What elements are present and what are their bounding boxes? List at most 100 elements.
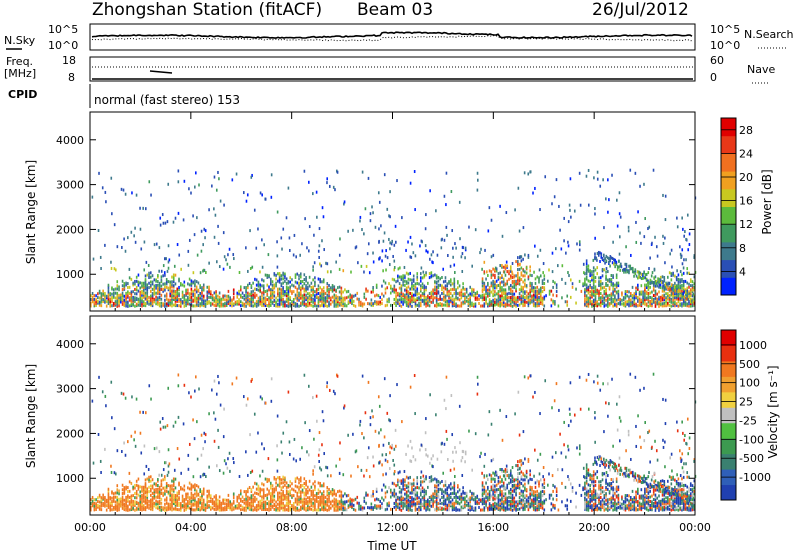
power-cell <box>178 299 180 303</box>
velocity-cell <box>100 502 103 506</box>
velocity-cell <box>125 485 127 489</box>
velocity-cell <box>338 501 341 505</box>
power-cell <box>571 282 574 286</box>
power-cell <box>644 298 646 302</box>
power-cell <box>616 224 619 228</box>
velocity-cell <box>213 507 216 511</box>
power-cell <box>319 299 321 303</box>
power-cell <box>319 295 321 299</box>
power-cell <box>222 231 225 235</box>
velocity-cell <box>194 483 196 487</box>
power-cell <box>515 274 517 278</box>
power-cell <box>412 278 415 282</box>
power-cell <box>449 283 452 287</box>
power-cell <box>171 301 173 305</box>
velocity-cell <box>375 506 378 510</box>
power-cell <box>157 302 159 306</box>
power-cell <box>314 298 316 302</box>
power-cell <box>269 293 272 297</box>
velocity-cell <box>142 499 145 503</box>
velocity-cell <box>109 506 112 510</box>
power-cell <box>519 262 521 266</box>
power-cell <box>231 298 233 302</box>
power-cell <box>555 294 558 298</box>
power-cell <box>664 194 667 198</box>
velocity-cell <box>123 488 126 492</box>
power-cell <box>529 298 531 302</box>
power-cell <box>142 285 145 289</box>
velocity-cell <box>435 498 438 502</box>
power-cell <box>599 279 602 283</box>
power-cell <box>287 280 290 284</box>
velocity-cell <box>326 508 329 512</box>
power-cell <box>585 275 588 279</box>
power-cell <box>425 297 427 301</box>
power-cell <box>644 273 647 277</box>
power-cell <box>637 287 639 291</box>
velocity-cell <box>303 507 306 511</box>
power-cell <box>598 295 600 299</box>
power-cell <box>564 281 567 285</box>
velocity-cell <box>337 506 339 510</box>
power-cell <box>188 302 191 306</box>
velocity-cell <box>446 494 449 498</box>
power-cell <box>370 290 373 294</box>
velocity-cell <box>451 508 454 512</box>
power-cell <box>243 304 246 308</box>
power-cell <box>663 304 666 308</box>
power-cell <box>504 302 507 306</box>
power-cell <box>206 285 209 289</box>
power-cell <box>567 220 570 224</box>
power-cell <box>664 283 667 287</box>
power-cell <box>609 264 611 268</box>
power-cell <box>488 288 491 292</box>
velocity-cell <box>307 506 309 510</box>
power-cell <box>552 293 554 297</box>
power-cell <box>645 272 648 276</box>
power-cell <box>618 265 620 269</box>
power-cell <box>626 300 629 304</box>
power-cell <box>495 279 498 283</box>
power-cell <box>287 294 290 298</box>
power-cell <box>132 295 134 299</box>
power-cell <box>447 254 449 258</box>
velocity-cell <box>434 477 436 481</box>
power-cell <box>584 282 586 286</box>
velocity-cell <box>411 502 413 506</box>
power-cell <box>174 216 177 220</box>
velocity-cell <box>386 490 389 494</box>
power-cell <box>271 289 274 293</box>
power-cell <box>213 291 216 295</box>
velocity-cell <box>434 500 436 504</box>
velocity-cell <box>165 498 168 502</box>
velocity-cell <box>432 496 434 500</box>
power-cell <box>416 287 419 291</box>
power-cell <box>445 225 448 229</box>
colorbar-band <box>721 241 736 261</box>
power-cell <box>618 259 620 263</box>
power-cell <box>649 304 651 308</box>
power-cell <box>458 284 461 288</box>
power-cell <box>615 260 618 264</box>
power-cell <box>261 294 263 298</box>
power-cell <box>688 302 690 306</box>
velocity-cell <box>322 493 325 497</box>
power-cell <box>435 302 438 306</box>
power-cell <box>369 219 372 223</box>
power-cell <box>407 281 410 285</box>
velocity-cell <box>294 506 297 510</box>
power-cell <box>592 280 595 284</box>
power-cell <box>344 288 346 292</box>
power-cell <box>92 257 95 261</box>
velocity-cell <box>271 498 274 502</box>
power-cell <box>257 303 260 307</box>
power-cell <box>414 289 417 293</box>
power-cell <box>674 285 677 289</box>
velocity-cell <box>296 476 299 480</box>
power-cell <box>667 284 669 288</box>
velocity-cell <box>314 508 316 512</box>
velocity-cell <box>395 508 397 512</box>
power-cell <box>652 280 654 284</box>
power-cell <box>305 304 307 308</box>
